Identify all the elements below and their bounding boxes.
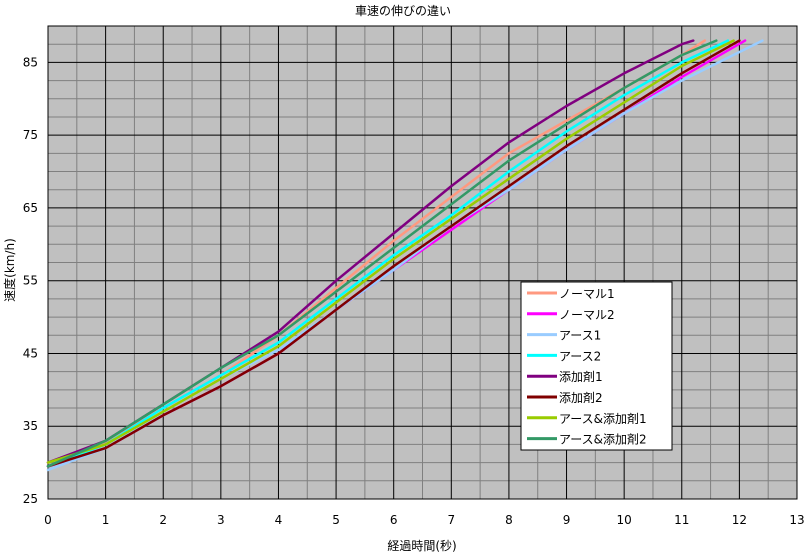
series-line-6 — [46, 39, 741, 468]
x-tick-label: 6 — [390, 513, 398, 527]
x-tick-label: 8 — [505, 513, 513, 527]
x-tick-label: 1 — [102, 513, 110, 527]
x-axis-title: 経過時間(秒) — [387, 539, 456, 553]
x-tick-label: 2 — [159, 513, 167, 527]
x-tick-label: 12 — [732, 513, 747, 527]
y-axis-title: 速度(km/h) — [2, 238, 17, 302]
x-tick-label: 13 — [789, 513, 804, 527]
series-line-7 — [46, 39, 735, 464]
x-tick-label: 3 — [217, 513, 225, 527]
x-tick-label: 0 — [44, 513, 52, 527]
y-tick-label: 65 — [23, 201, 38, 215]
legend-label: アース&添加剤1 — [559, 411, 647, 426]
chart-title: 車速の伸びの違い — [355, 4, 451, 18]
legend-box — [520, 281, 673, 451]
y-tick-label: 85 — [23, 55, 38, 69]
x-tick-label: 9 — [563, 513, 571, 527]
x-tick-label: 4 — [275, 513, 283, 527]
x-tick-label: 10 — [617, 513, 632, 527]
x-tick-label: 5 — [332, 513, 340, 527]
x-tick-label: 11 — [674, 513, 689, 527]
legend-label: アース&添加剤2 — [559, 432, 647, 447]
y-tick-label: 35 — [23, 419, 38, 433]
y-tick-label: 55 — [23, 274, 38, 288]
legend-label: 添加剤2 — [559, 390, 603, 405]
series-line-8 — [46, 39, 718, 468]
x-tick-label: 7 — [447, 513, 455, 527]
legend-label: アース1 — [559, 329, 601, 343]
legend-label: 添加剤1 — [559, 369, 603, 384]
legend-label: ノーマル1 — [559, 287, 615, 301]
legend: ノーマル1 ノーマル2 アース1 アース2 添加剤1 添加剤2 アース&添加剤1 アース&添加… — [520, 281, 673, 451]
y-tick-label: 45 — [23, 346, 38, 360]
series-line-4 — [46, 39, 730, 468]
plot-border — [47, 25, 798, 500]
y-tick-label: 25 — [23, 492, 38, 506]
legend-label: ノーマル2 — [559, 308, 615, 322]
y-tick-label: 75 — [23, 128, 38, 142]
legend-label: アース2 — [559, 349, 601, 363]
